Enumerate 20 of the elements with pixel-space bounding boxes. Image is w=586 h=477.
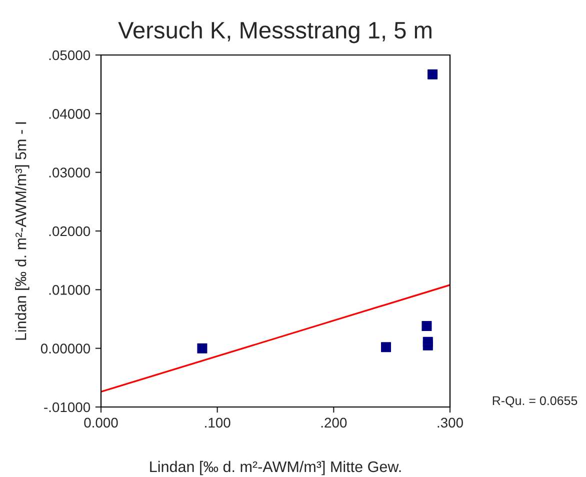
y-axis-title: Lindan [‰ d. m²-AWM/m³] 5m - I <box>15 122 30 340</box>
point <box>381 342 392 352</box>
y-tick-label: .01000 <box>49 285 90 295</box>
point <box>428 69 438 80</box>
y-tick-label: .05000 <box>49 50 90 60</box>
x-tick-label: .300 <box>438 418 463 428</box>
y-tick-label: .03000 <box>49 168 90 178</box>
y-tick-label: .04000 <box>49 109 90 119</box>
x-tick-label: 0.000 <box>84 418 118 428</box>
y-tick-label: .02000 <box>49 226 90 236</box>
y-tick-label: 0.00000 <box>40 344 90 354</box>
x-tick-label: .200 <box>321 418 347 428</box>
chart-title: Versuch K, Messstrang 1, 5 m <box>118 21 432 44</box>
point <box>422 340 433 350</box>
text: R-Qu. = 0.0655 <box>492 396 578 408</box>
y-tick-label: -.01000 <box>44 402 90 412</box>
x-tick-label: .100 <box>205 418 230 428</box>
x-axis-title: Lindan [‰ d. m²-AWM/m³] Mitte Gew. <box>150 460 401 476</box>
point <box>197 343 208 354</box>
point <box>422 321 432 332</box>
